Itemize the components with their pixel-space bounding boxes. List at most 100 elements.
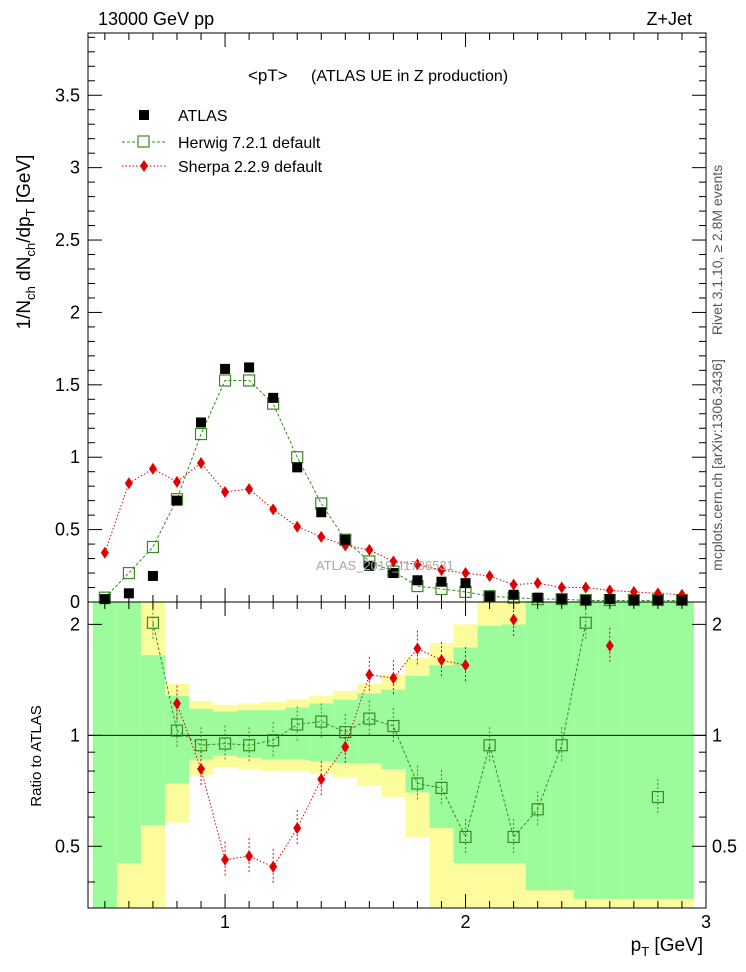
legend-sherpa-label: Sherpa 2.2.9 default [178,159,323,176]
main-y-tick-label: 0.5 [55,520,80,540]
ratio-point-sherpa [221,853,230,866]
main-point-sherpa [269,503,278,516]
main-point-sherpa [148,462,157,475]
main-point-atlas [147,570,158,581]
ratio-point-sherpa [341,740,350,753]
main-point-sherpa [317,530,326,543]
main-point-sherpa [100,546,109,559]
ratio-band-inner [573,602,598,899]
ratio-point-herwig [194,739,208,752]
main-point-atlas [460,578,471,589]
x-tick-label: 3 [701,912,711,932]
series-layer [98,362,689,885]
ratio-band-inner [525,602,550,891]
ratio-point-sherpa [317,773,326,786]
ratio-point-herwig [531,803,544,816]
main-point-sherpa [581,581,590,594]
main-point-herwig [146,540,160,554]
ratio-band-inner [116,602,141,864]
legend-herwig-marker [137,135,150,148]
main-point-sherpa [557,581,566,594]
ratio-y-tick-label: 0.5 [55,836,80,856]
ratio-point-herwig [507,830,520,844]
ratio-point-herwig [267,734,280,747]
main-point-atlas [364,560,375,571]
ratio-uncertainty-bands [92,602,694,908]
ratio-band-inner [549,602,574,891]
main-point-atlas [340,534,351,545]
main-point-atlas [220,363,231,374]
ratio-series-sherpa [172,602,614,885]
ratio-point-herwig [243,739,256,752]
ratio-band-inner [645,602,670,899]
ratio-band-inner [92,602,117,908]
main-point-herwig [218,374,232,387]
ratio-point-sherpa [245,850,254,863]
main-point-sherpa [172,475,181,488]
ratio-y-tick-label: 1 [70,725,80,745]
ratio-point-herwig [435,781,448,795]
mcplots-annotation: mcplots.cern.ch [arXiv:1306.3436] [709,359,725,571]
main-point-sherpa [389,555,398,568]
main-point-sherpa [629,585,638,598]
ratio-y-tick-label: 2 [70,614,80,634]
ratio-point-herwig [459,830,472,844]
legend-herwig-label: Herwig 7.2.1 default [178,135,321,152]
ratio-point-sherpa [509,613,518,626]
x-axis-label: pT [GeV] [631,935,703,959]
main-point-herwig [243,374,256,387]
main-point-sherpa [365,543,374,556]
main-y-tick-label: 1 [70,447,80,467]
ratio-band-inner [237,710,262,758]
ratio-point-herwig [291,718,304,731]
main-y-axis-label: 1/Nch dNch/dpT [GeV] [14,155,38,330]
main-point-sherpa [485,569,494,582]
plot-title: <pT> [248,66,288,85]
main-point-atlas [388,568,399,579]
ratio-y-axis-label: Ratio to ATLAS [28,705,45,806]
main-point-sherpa [437,564,446,577]
main-point-sherpa [533,577,542,590]
ratio-point-herwig [218,737,232,750]
main-point-sherpa [509,578,518,591]
ratio-point-herwig [651,790,665,804]
legend: ATLAS Herwig 7.2.1 default Sherpa 2.2.9 … [122,108,323,176]
legend-atlas-marker [139,110,149,120]
main-point-atlas [244,362,255,373]
ratio-band-inner [429,665,454,829]
main-y-tick-label: 1.5 [55,375,80,395]
ratio-band-inner [621,602,646,899]
ratio-band-inner [357,693,382,764]
ratio-y-tick-label-right: 2 [712,614,722,634]
svg-text:pT [GeV]: pT [GeV] [631,935,703,959]
main-y-tick-label: 3.5 [55,85,80,105]
main-point-herwig [194,427,208,441]
ratio-band-inner [669,602,694,899]
ratio-point-herwig [411,777,424,790]
ratio-point-sherpa [269,860,278,873]
process-label: Z+Jet [646,9,692,29]
analysis-watermark: ATLAS_2019_I1736531 [316,558,454,573]
ratio-point-herwig [387,719,400,733]
main-point-sherpa [605,584,614,597]
ratio-band-inner [140,655,165,826]
ratio-point-sherpa [172,697,181,710]
axis-ticks: 1 2 3 0.5 1 1.5 2 2.5 3 3.5 0 0.5 0.5 1 1 2 2 [55,33,737,932]
rivet-annotation: Rivet 3.1.10, ≥ 2.8M events [709,165,725,335]
main-point-atlas [268,392,279,403]
legend-atlas-label: ATLAS [178,108,228,125]
energy-label: 13000 GeV pp [98,9,214,29]
ratio-point-sherpa [413,642,422,655]
main-y-tick-label: 2 [70,302,80,322]
main-point-atlas [196,417,207,428]
ratio-point-herwig [579,616,592,629]
main-point-atlas [123,588,134,599]
svg-text:1/Nch dNch/dpT [GeV]: 1/Nch dNch/dpT [GeV] [14,155,38,330]
ratio-y-tick-label-right: 1 [712,725,722,745]
ratio-point-herwig [170,724,184,737]
main-point-sherpa [221,485,230,498]
main-point-atlas [508,589,519,600]
ratio-point-herwig [315,715,328,728]
main-point-atlas [292,462,303,473]
